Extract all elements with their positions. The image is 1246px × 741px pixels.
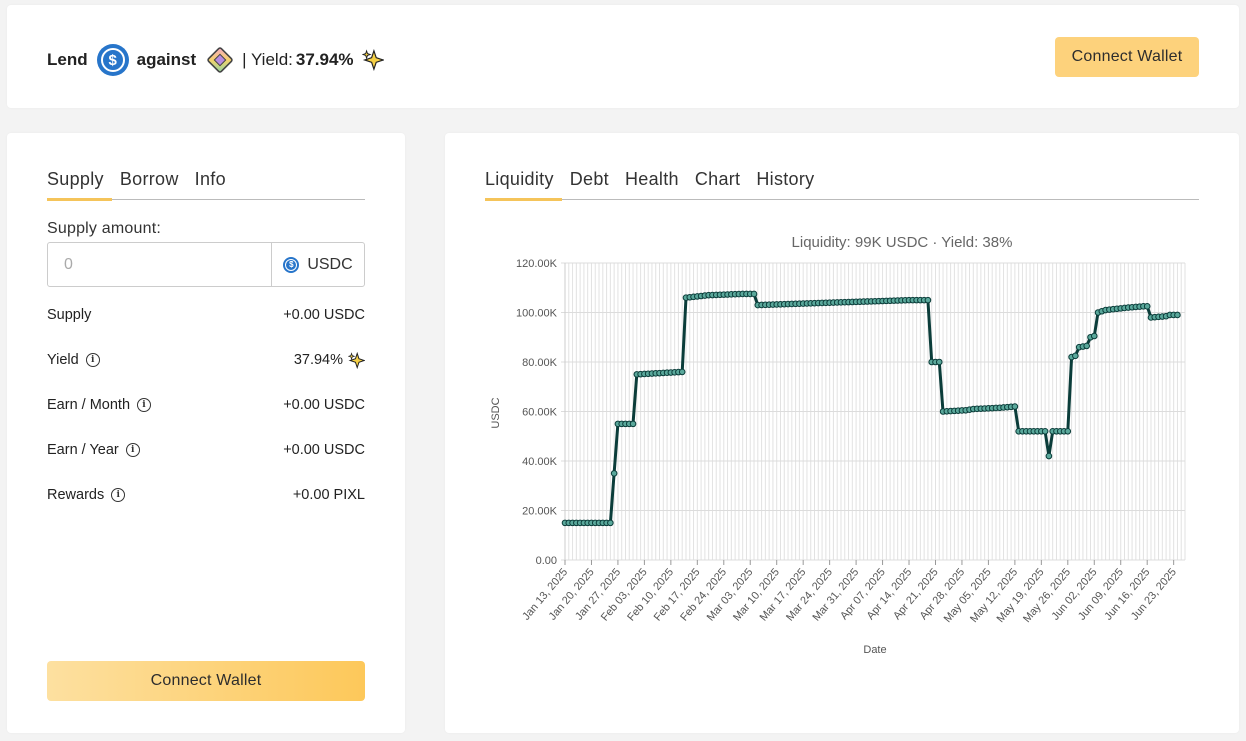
y-tick-label: 120.00K bbox=[516, 258, 558, 270]
unit-label: USDC bbox=[307, 255, 353, 273]
header-card: Lend $ against | Yield: 37.94% Connect W… bbox=[7, 5, 1239, 108]
liquidity-chart: Liquidity: 99K USDC · Yield: 38% 0.00 20.… bbox=[490, 234, 1186, 656]
y-axis-label: USDC bbox=[490, 397, 502, 428]
stats-tabs: Liquidity Debt Health Chart History bbox=[485, 164, 1199, 201]
tab-info[interactable]: Info bbox=[194, 169, 226, 189]
pool-title: Lend $ against | Yield: 37.94% bbox=[47, 41, 384, 79]
stat-value: +0.00 PIXL bbox=[292, 487, 365, 503]
x-axis-label: Date bbox=[863, 644, 886, 656]
stat-label: Rewards bbox=[47, 487, 105, 503]
connect-wallet-button[interactable]: Connect Wallet bbox=[1055, 37, 1199, 77]
data-point[interactable] bbox=[1041, 428, 1049, 435]
tab-liquidity[interactable]: Liquidity bbox=[485, 164, 562, 201]
stat-row-earn-month: Earn / Month i +0.00 USDC bbox=[47, 394, 365, 416]
data-point[interactable] bbox=[750, 290, 758, 298]
info-icon[interactable]: i bbox=[111, 488, 126, 502]
stat-value: 37.94% bbox=[293, 352, 343, 368]
data-point[interactable] bbox=[1143, 303, 1151, 310]
data-point[interactable] bbox=[1083, 342, 1091, 350]
stat-label: Supply bbox=[47, 307, 92, 323]
tab-chart[interactable]: Chart bbox=[694, 169, 741, 189]
supply-amount-label: Supply amount: bbox=[47, 220, 161, 237]
y-tick-label: 100.00K bbox=[516, 308, 558, 320]
against-label: against bbox=[136, 50, 197, 69]
usdc-icon: $ bbox=[283, 256, 300, 273]
y-tick-label: 0.00 bbox=[536, 555, 557, 567]
data-point[interactable] bbox=[629, 420, 637, 428]
sparkle-icon bbox=[348, 351, 365, 369]
connect-wallet-button[interactable]: Connect Wallet bbox=[47, 661, 365, 701]
stat-label: Earn / Year bbox=[47, 442, 119, 458]
data-point[interactable] bbox=[1064, 428, 1072, 435]
supply-tabs: Supply Borrow Info bbox=[47, 164, 365, 201]
tab-supply[interactable]: Supply bbox=[47, 164, 112, 201]
lend-label: Lend bbox=[47, 50, 88, 69]
yield-label: | Yield: bbox=[242, 50, 293, 69]
data-point[interactable] bbox=[1174, 311, 1181, 319]
data-point[interactable] bbox=[935, 358, 943, 366]
stat-value: +0.00 USDC bbox=[283, 442, 365, 458]
pool-stats-panel: Liquidity Debt Health Chart History Liqu… bbox=[445, 133, 1239, 733]
unit-selector: $ USDC bbox=[271, 243, 364, 286]
stat-value: +0.00 USDC bbox=[283, 307, 365, 323]
data-point[interactable] bbox=[678, 368, 686, 376]
y-tick-label: 40.00K bbox=[522, 456, 558, 468]
chart-title: Liquidity: 99K USDC · Yield: 38% bbox=[792, 234, 1013, 251]
supply-panel: Supply Borrow Info Supply amount: $ USDC… bbox=[7, 133, 405, 733]
y-tick-label: 60.00K bbox=[522, 407, 558, 419]
tab-health[interactable]: Health bbox=[624, 169, 679, 189]
data-point[interactable] bbox=[1011, 403, 1019, 410]
nft-collection-icon bbox=[207, 47, 233, 73]
data-point[interactable] bbox=[610, 470, 618, 477]
stat-value: +0.00 USDC bbox=[283, 397, 365, 413]
tab-history[interactable]: History bbox=[756, 169, 815, 189]
sparkle-icon bbox=[361, 49, 384, 71]
stat-row-earn-year: Earn / Year i +0.00 USDC bbox=[47, 439, 365, 461]
info-icon[interactable]: i bbox=[125, 443, 140, 457]
y-tick-label: 80.00K bbox=[522, 357, 558, 369]
stat-label: Yield bbox=[47, 352, 79, 368]
info-icon[interactable]: i bbox=[137, 398, 152, 412]
tab-borrow[interactable]: Borrow bbox=[119, 169, 179, 189]
data-point[interactable] bbox=[924, 296, 932, 304]
yield-value: 37.94% bbox=[295, 50, 354, 69]
data-point[interactable] bbox=[1072, 352, 1079, 360]
usdc-icon: $ bbox=[96, 44, 129, 76]
stat-row-rewards: Rewards i +0.00 PIXL bbox=[47, 484, 365, 506]
stat-row-supply: Supply +0.00 USDC bbox=[47, 304, 365, 326]
stat-row-yield: Yield i 37.94% bbox=[47, 349, 365, 371]
supply-amount-input[interactable] bbox=[48, 243, 271, 286]
stat-label: Earn / Month bbox=[47, 397, 131, 413]
tab-debt[interactable]: Debt bbox=[569, 169, 609, 189]
data-point[interactable] bbox=[1090, 332, 1098, 340]
supply-input-group: $ USDC bbox=[47, 242, 365, 287]
data-point[interactable] bbox=[1045, 452, 1053, 460]
y-tick-label: 20.00K bbox=[522, 506, 558, 518]
info-icon[interactable]: i bbox=[85, 353, 100, 367]
data-point[interactable] bbox=[607, 519, 614, 527]
